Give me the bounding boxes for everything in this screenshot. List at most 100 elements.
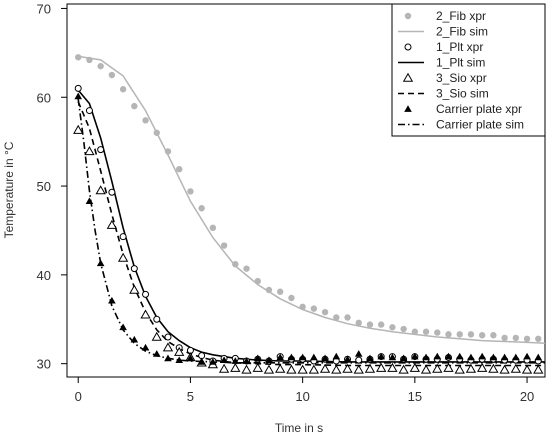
- data-point: [477, 362, 488, 372]
- data-point: [523, 335, 531, 343]
- data-point: [444, 352, 453, 360]
- data-point: [142, 117, 149, 124]
- data-point: [399, 354, 408, 362]
- x-tick-label: 5: [187, 389, 194, 404]
- data-point: [286, 364, 297, 374]
- legend-marker-carrier-plate-xpr: [404, 105, 412, 112]
- data-point: [434, 329, 441, 336]
- data-point: [175, 356, 184, 363]
- series-line-3-sio-sim: [77, 101, 545, 367]
- y-tick-label: 50: [37, 179, 51, 194]
- data-point: [308, 364, 320, 374]
- data-point: [467, 331, 475, 338]
- data-point: [389, 324, 396, 331]
- data-point: [151, 331, 162, 341]
- data-point: [319, 363, 331, 373]
- data-point: [265, 356, 273, 363]
- data-point: [353, 364, 364, 374]
- data-point: [433, 352, 442, 360]
- data-point: [74, 92, 83, 100]
- data-point: [153, 129, 160, 136]
- legend-box: [391, 3, 546, 137]
- data-point: [445, 331, 452, 338]
- data-point: [75, 54, 82, 61]
- legend-marker-3-sio-xpr: [402, 72, 414, 82]
- data-point: [186, 354, 195, 362]
- data-point: [332, 352, 341, 360]
- data-point: [521, 364, 533, 374]
- data-point: [355, 319, 362, 327]
- data-point: [176, 165, 183, 173]
- data-point: [342, 363, 353, 373]
- x-tick-label: 15: [408, 389, 422, 404]
- data-point: [209, 224, 217, 231]
- legend-label: 3_Sio xpr: [436, 71, 487, 85]
- data-point: [288, 294, 295, 302]
- data-point: [398, 364, 409, 374]
- x-tick-label: 20: [520, 389, 534, 404]
- data-point: [343, 355, 352, 363]
- data-point: [533, 364, 544, 374]
- data-point: [333, 314, 340, 321]
- legend-label: 2_Fib xpr: [436, 9, 486, 23]
- y-tick-label: 60: [37, 90, 51, 105]
- legend-label: 3_Sio sim: [436, 87, 489, 101]
- data-point: [95, 185, 106, 195]
- data-point: [512, 334, 520, 342]
- legend-label: 1_Plt sim: [436, 56, 485, 70]
- y-tick-label: 70: [37, 1, 51, 16]
- plot-series: [73, 54, 545, 374]
- legend-label: 2_Fib sim: [436, 25, 488, 39]
- series-line-1-plt-sim: [77, 89, 545, 363]
- data-point: [411, 328, 419, 335]
- data-point: [108, 296, 116, 304]
- data-point: [96, 259, 105, 267]
- data-point: [187, 188, 194, 195]
- data-point: [478, 332, 486, 339]
- data-point: [355, 356, 363, 364]
- data-point: [488, 363, 499, 373]
- data-point: [232, 261, 239, 268]
- data-point: [97, 146, 105, 154]
- data-point: [501, 334, 508, 342]
- data-point: [140, 309, 151, 319]
- y-tick-label: 40: [37, 268, 51, 283]
- data-point: [500, 353, 509, 361]
- legend-label: Carrier plate sim: [436, 118, 524, 132]
- series-line-carrier-plate-sim: [77, 98, 545, 364]
- data-point: [321, 354, 329, 362]
- x-tick-label: 0: [75, 389, 82, 404]
- data-point: [455, 352, 464, 360]
- data-point: [218, 363, 230, 373]
- data-point: [298, 353, 307, 361]
- data-point: [164, 354, 172, 362]
- series-points-carrier-plate-xpr: [74, 92, 543, 365]
- data-point: [377, 352, 385, 360]
- data-point: [130, 335, 139, 343]
- data-point: [209, 358, 217, 365]
- data-point: [512, 353, 520, 361]
- data-point: [422, 328, 430, 335]
- data-point: [534, 353, 543, 361]
- data-point: [242, 357, 251, 364]
- data-point: [422, 353, 430, 361]
- legend-label: 1_Plt xpr: [436, 40, 483, 54]
- data-point: [106, 219, 118, 229]
- data-point: [400, 325, 407, 333]
- data-point: [388, 353, 397, 361]
- data-point: [265, 286, 273, 294]
- data-point: [253, 354, 262, 362]
- data-point: [287, 353, 296, 361]
- data-point: [84, 146, 95, 156]
- data-point: [411, 352, 419, 360]
- data-point: [499, 364, 510, 374]
- data-point: [331, 364, 342, 374]
- data-point: [310, 353, 318, 361]
- data-point: [153, 315, 161, 323]
- data-point: [117, 252, 129, 262]
- data-point: [164, 148, 172, 155]
- data-point: [152, 350, 161, 357]
- data-point: [387, 362, 398, 372]
- plot-frame: [66, 3, 546, 378]
- data-point: [119, 86, 127, 93]
